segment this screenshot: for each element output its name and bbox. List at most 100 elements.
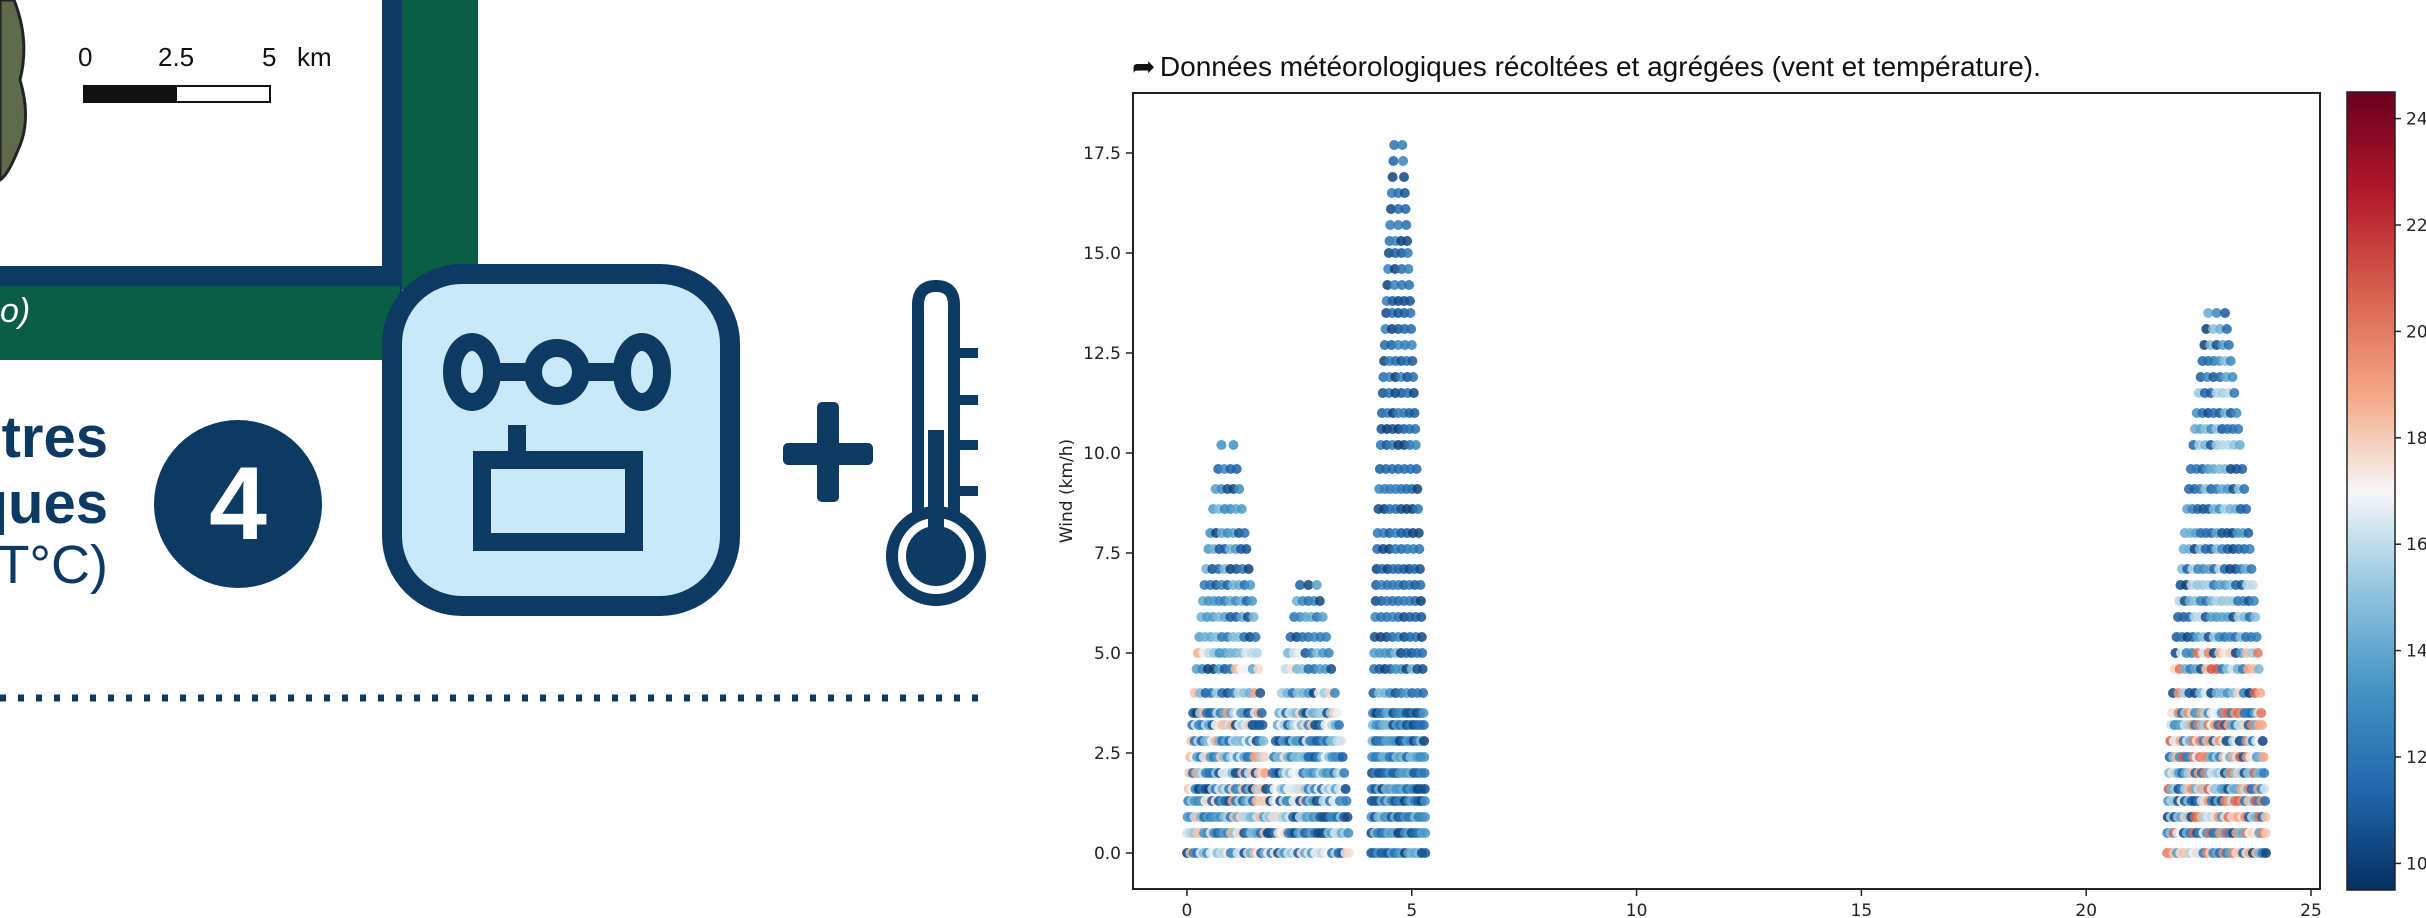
chart-title: Données météorologiques récoltées et agr… xyxy=(1159,51,2041,82)
data-point xyxy=(1401,220,1412,230)
data-point xyxy=(1339,768,1350,778)
data-point xyxy=(2246,564,2257,574)
data-point xyxy=(1323,648,1334,658)
data-point xyxy=(2261,848,2271,858)
data-point xyxy=(1408,372,1419,382)
data-point xyxy=(1334,720,1344,730)
data-point xyxy=(1251,648,1262,658)
data-point xyxy=(2221,324,2232,334)
data-point xyxy=(1418,720,1429,730)
data-point xyxy=(1415,596,1426,606)
y-tick-label: 10.0 xyxy=(1083,444,1121,464)
data-point xyxy=(1404,296,1415,306)
colorbar-tick-label: 20 xyxy=(2406,322,2426,342)
colorbar-tick-label: 18 xyxy=(2406,429,2426,449)
data-point xyxy=(1400,204,1411,214)
scale-label-5: 5 xyxy=(262,42,277,72)
data-point xyxy=(1332,708,1343,718)
scale-bar xyxy=(83,85,271,103)
x-tick-label: 25 xyxy=(2300,901,2322,918)
data-point xyxy=(1410,424,1421,434)
data-point xyxy=(2234,440,2245,450)
banner-text: o) xyxy=(0,292,31,330)
data-point xyxy=(1329,688,1340,698)
y-tick-label: 5.0 xyxy=(1094,644,1121,664)
colorbar-tick-label: 24 xyxy=(2406,110,2426,130)
data-point xyxy=(1419,796,1430,806)
data-point xyxy=(1321,632,1332,642)
data-point xyxy=(1253,664,1264,674)
data-point xyxy=(1389,280,1400,290)
data-point xyxy=(1419,736,1430,746)
data-point xyxy=(2258,752,2269,762)
data-point xyxy=(2260,796,2271,806)
data-point xyxy=(2260,812,2271,822)
x-tick-label: 5 xyxy=(1406,901,1417,918)
data-point xyxy=(1398,156,1409,166)
data-point xyxy=(1419,784,1430,794)
data-point xyxy=(1420,812,1431,822)
x-tick-label: 20 xyxy=(2075,901,2097,918)
colorbar-tick-label: 16 xyxy=(2406,535,2426,555)
data-point xyxy=(1409,408,1420,418)
chart-title-row: ➦ Données météorologiques récoltées et a… xyxy=(1132,50,2041,83)
y-tick-label: 7.5 xyxy=(1094,544,1121,564)
x-tick-label: 15 xyxy=(1851,901,1873,918)
data-point xyxy=(1259,752,1270,762)
data-point xyxy=(1419,768,1430,778)
data-point xyxy=(1416,632,1427,642)
data-point xyxy=(2248,596,2259,606)
y-axis: 0.0 2.5 5.0 7.5 10.0 12.5 15.0 17.5 xyxy=(1083,144,1133,864)
scatter-points xyxy=(1182,140,2271,858)
data-point xyxy=(1340,784,1351,794)
data-point xyxy=(1317,612,1328,622)
data-point xyxy=(2227,372,2238,382)
plus-icon xyxy=(783,402,873,502)
data-point xyxy=(2237,464,2248,474)
colorbar xyxy=(2346,91,2396,891)
weather-station-box xyxy=(382,264,740,616)
data-point xyxy=(1402,248,1413,258)
data-point xyxy=(1393,220,1404,230)
data-point xyxy=(1239,528,1250,538)
data-point xyxy=(2223,340,2234,350)
data-point xyxy=(2215,324,2225,334)
data-point xyxy=(1404,280,1415,290)
data-point xyxy=(2208,324,2219,334)
data-point xyxy=(1405,308,1416,318)
data-point xyxy=(2251,632,2262,642)
data-point xyxy=(2259,768,2270,778)
data-point xyxy=(2257,736,2268,746)
data-point xyxy=(1385,220,1396,230)
navy-line-horizontal xyxy=(0,266,400,286)
scatter-chart: 0 5 10 15 20 25 0.02.55.07.510.012.515.017.5 … xyxy=(1057,91,2426,918)
data-point xyxy=(1403,264,1414,274)
colorbar-ticks: 10 12 14 16 18 20 22 24 xyxy=(2395,110,2426,874)
scale-label-0: 0 xyxy=(78,42,93,72)
y-tick-label: 17.5 xyxy=(1083,144,1121,164)
data-point xyxy=(1413,528,1424,538)
step-number: 4 xyxy=(209,446,267,562)
data-point xyxy=(1419,752,1430,762)
data-point xyxy=(2239,484,2250,494)
data-point xyxy=(1303,580,1314,590)
y-tick-label: 0.0 xyxy=(1094,844,1121,864)
colorbar-tick-label: 14 xyxy=(2406,642,2426,662)
data-point xyxy=(1420,828,1431,838)
data-point xyxy=(1411,464,1422,474)
data-point xyxy=(1343,828,1354,838)
data-point xyxy=(1418,708,1429,718)
data-point xyxy=(1420,848,1431,858)
data-point xyxy=(1413,504,1423,514)
data-point xyxy=(2241,504,2252,514)
data-point xyxy=(1397,140,1408,150)
data-point xyxy=(1387,172,1398,182)
data-point xyxy=(1399,188,1410,198)
data-point xyxy=(2220,308,2230,318)
x-axis: 0 5 10 15 20 25 xyxy=(1182,889,2322,918)
data-point xyxy=(1343,848,1354,858)
data-point xyxy=(2247,580,2258,590)
data-point xyxy=(1243,564,1254,574)
data-point xyxy=(1412,484,1423,494)
data-point xyxy=(1416,612,1427,622)
